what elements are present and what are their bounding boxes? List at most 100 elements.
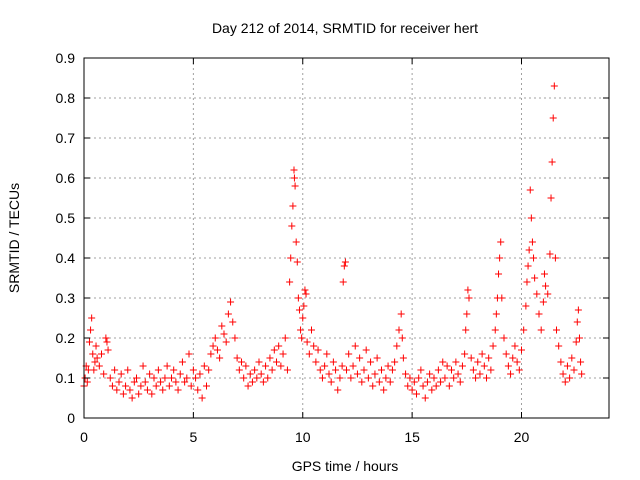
data-point bbox=[172, 378, 180, 386]
data-point bbox=[148, 390, 156, 398]
data-point bbox=[353, 370, 361, 378]
data-point bbox=[300, 302, 308, 310]
data-point bbox=[492, 310, 500, 318]
data-point bbox=[573, 318, 581, 326]
data-point bbox=[209, 342, 217, 350]
x-tick-label: 0 bbox=[80, 429, 88, 445]
x-tick-label: 5 bbox=[189, 429, 197, 445]
data-point bbox=[283, 366, 291, 374]
data-point bbox=[264, 374, 272, 382]
data-point bbox=[476, 370, 484, 378]
data-point bbox=[303, 338, 311, 346]
data-point bbox=[277, 362, 285, 370]
data-point bbox=[495, 270, 503, 278]
data-point bbox=[345, 350, 353, 358]
data-point bbox=[483, 374, 490, 382]
data-point bbox=[371, 370, 379, 378]
data-point bbox=[551, 254, 559, 262]
data-point bbox=[575, 334, 583, 342]
data-point bbox=[358, 378, 366, 386]
data-point bbox=[572, 338, 580, 346]
data-point bbox=[472, 374, 480, 382]
data-point bbox=[369, 382, 377, 390]
data-point bbox=[288, 222, 296, 230]
data-point bbox=[117, 370, 125, 378]
data-point bbox=[235, 366, 243, 374]
data-point bbox=[520, 326, 528, 334]
data-point bbox=[462, 326, 470, 334]
data-point bbox=[329, 358, 337, 366]
data-point bbox=[334, 386, 342, 394]
data-point bbox=[535, 310, 543, 318]
data-point bbox=[157, 378, 165, 386]
data-point bbox=[297, 326, 305, 334]
data-point bbox=[496, 254, 504, 262]
data-point bbox=[198, 394, 206, 402]
data-point bbox=[523, 278, 531, 286]
data-point bbox=[244, 382, 252, 390]
data-point bbox=[525, 246, 533, 254]
data-point bbox=[577, 358, 585, 366]
y-tick-label: 0.6 bbox=[56, 170, 76, 186]
data-point bbox=[537, 326, 545, 334]
data-point bbox=[98, 350, 105, 358]
data-point bbox=[487, 366, 495, 374]
data-point bbox=[561, 378, 569, 386]
data-point bbox=[448, 366, 455, 374]
data-point bbox=[469, 366, 477, 374]
y-tick-label: 0.4 bbox=[56, 250, 76, 266]
data-point bbox=[128, 394, 136, 402]
data-point bbox=[146, 370, 154, 378]
data-point bbox=[439, 358, 447, 366]
data-point bbox=[103, 338, 111, 346]
data-point bbox=[367, 358, 375, 366]
data-point bbox=[443, 362, 451, 370]
data-point bbox=[310, 342, 318, 350]
data-point bbox=[102, 334, 110, 342]
y-tick-label: 0.1 bbox=[56, 370, 76, 386]
data-point bbox=[456, 378, 464, 386]
data-point bbox=[218, 322, 226, 330]
data-point bbox=[373, 354, 381, 362]
data-point bbox=[542, 282, 550, 290]
y-axis-ticks: 0 0.1 0.2 0.3 0.4 0.5 0.6 0.7 0.8 0.9 bbox=[56, 50, 609, 426]
data-point bbox=[518, 346, 525, 354]
data-point bbox=[421, 394, 429, 402]
data-point bbox=[95, 362, 103, 370]
data-point bbox=[92, 342, 100, 350]
data-point bbox=[566, 374, 574, 382]
data-point bbox=[398, 334, 406, 342]
data-points-layer bbox=[80, 82, 586, 402]
data-point bbox=[504, 362, 512, 370]
data-point bbox=[578, 370, 586, 378]
data-point bbox=[119, 390, 127, 398]
data-point bbox=[253, 374, 261, 382]
data-point bbox=[220, 330, 228, 338]
data-point bbox=[248, 378, 256, 386]
data-point bbox=[500, 334, 508, 342]
data-point bbox=[563, 362, 571, 370]
data-point bbox=[163, 362, 171, 370]
data-point bbox=[533, 290, 541, 298]
data-point bbox=[524, 262, 532, 270]
data-point bbox=[415, 374, 423, 382]
data-point bbox=[570, 366, 578, 374]
data-point bbox=[568, 354, 576, 362]
data-point bbox=[399, 354, 407, 362]
y-axis-label: SRMTID / TECUs bbox=[6, 183, 22, 293]
data-point bbox=[185, 350, 193, 358]
data-point bbox=[327, 378, 335, 386]
y-tick-label: 0.7 bbox=[56, 130, 76, 146]
data-point bbox=[181, 378, 189, 386]
data-point bbox=[213, 346, 221, 354]
data-point bbox=[480, 362, 488, 370]
data-point bbox=[100, 370, 108, 378]
data-point bbox=[382, 374, 390, 382]
data-point bbox=[111, 366, 119, 374]
data-point bbox=[302, 290, 310, 298]
data-point bbox=[574, 306, 582, 314]
data-point bbox=[393, 342, 401, 350]
data-point bbox=[170, 366, 178, 374]
data-point bbox=[378, 366, 385, 374]
